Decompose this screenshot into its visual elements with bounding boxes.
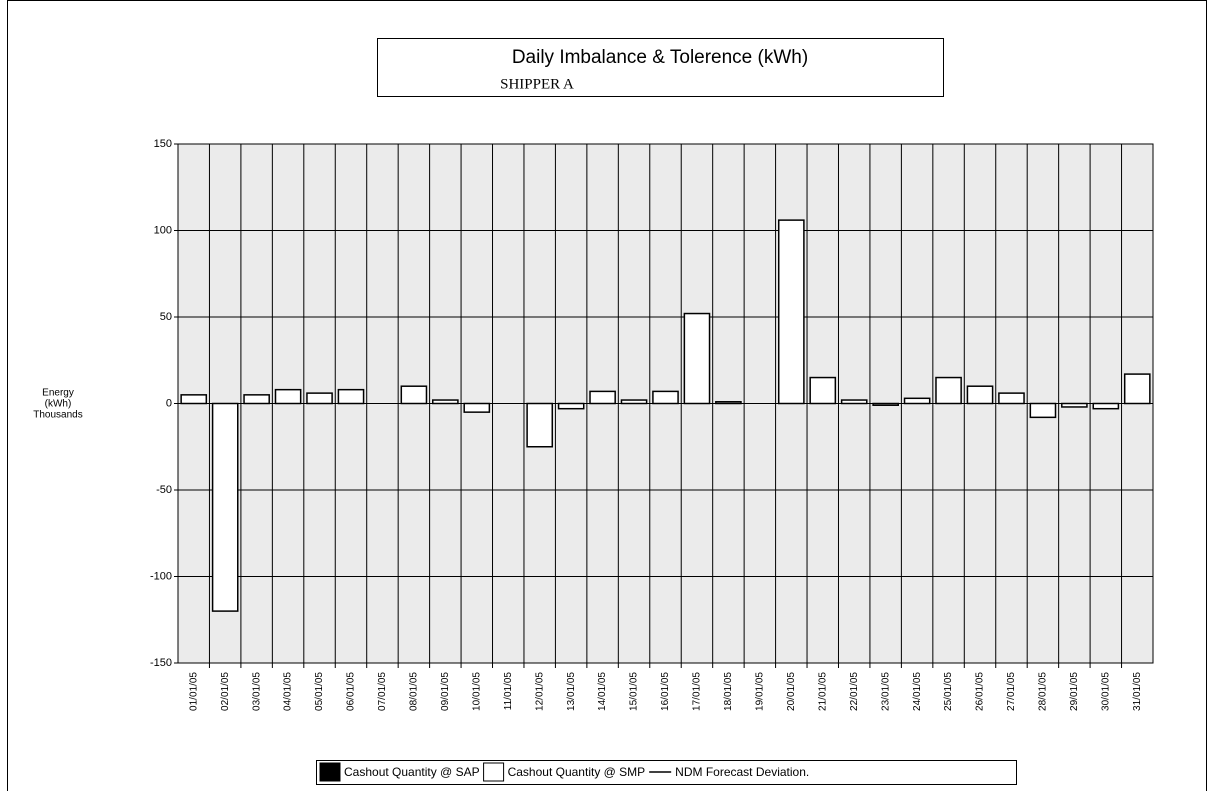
x-tick-label: 29/01/05	[1069, 672, 1080, 711]
x-tick-label: 19/01/05	[754, 672, 765, 711]
bar	[432, 399, 459, 405]
bar	[935, 376, 962, 405]
bar	[1029, 402, 1057, 419]
bar	[620, 399, 648, 405]
y-tick-label: -100	[150, 570, 172, 582]
bar	[872, 402, 899, 406]
x-tick-label: 12/01/05	[534, 672, 545, 711]
bar	[211, 402, 239, 612]
bar	[526, 402, 554, 448]
title-box	[377, 38, 944, 97]
bar	[966, 385, 994, 405]
x-tick-label: 21/01/05	[817, 672, 828, 711]
bar	[243, 394, 270, 405]
x-tick-label: 14/01/05	[597, 672, 608, 711]
x-tick-label: 23/01/05	[880, 672, 891, 711]
x-tick-label: 02/01/05	[220, 672, 231, 711]
bar	[652, 390, 679, 405]
bar	[715, 401, 742, 405]
legend-label: NDM Forecast Deviation.	[675, 765, 809, 779]
x-tick-label: 22/01/05	[849, 672, 860, 711]
y-tick-label: -50	[156, 484, 172, 496]
x-tick-label: 01/01/05	[188, 672, 199, 711]
bar	[463, 402, 491, 413]
x-tick-label: 11/01/05	[503, 672, 514, 711]
x-tick-label: 05/01/05	[314, 672, 325, 711]
bar	[1092, 402, 1120, 410]
legend-swatch	[319, 762, 341, 782]
x-tick-label: 06/01/05	[346, 672, 357, 711]
x-tick-label: 25/01/05	[943, 672, 954, 711]
x-tick-label: 08/01/05	[409, 672, 420, 711]
bar	[400, 385, 428, 405]
bar	[274, 388, 302, 405]
bar	[180, 394, 208, 405]
x-tick-label: 03/01/05	[251, 672, 262, 711]
x-tick-label: 13/01/05	[566, 672, 577, 711]
y-axis-label: Energy	[42, 388, 74, 399]
legend-label: Cashout Quantity @ SMP	[508, 765, 646, 779]
x-tick-label: 17/01/05	[692, 672, 703, 711]
x-tick-label: 24/01/05	[912, 672, 923, 711]
y-axis-label: Thousands	[33, 410, 82, 421]
bar	[809, 376, 837, 405]
bar	[683, 312, 711, 405]
y-tick-label: 0	[166, 397, 172, 409]
y-axis-label: (kWh)	[45, 399, 72, 410]
x-tick-label: 31/01/05	[1132, 672, 1143, 711]
chart-subtitle: SHIPPER A	[500, 76, 574, 92]
x-tick-label: 20/01/05	[786, 672, 797, 711]
y-tick-label: 150	[154, 138, 172, 150]
bar	[777, 219, 805, 405]
bar	[903, 397, 931, 405]
bar	[998, 392, 1025, 405]
bar	[589, 390, 616, 405]
y-tick-label: 50	[160, 311, 172, 323]
x-tick-label: 28/01/05	[1038, 672, 1049, 711]
bar	[557, 402, 585, 410]
x-tick-label: 18/01/05	[723, 672, 734, 711]
x-tick-label: 16/01/05	[660, 672, 671, 711]
bar	[1061, 402, 1088, 408]
bar	[1123, 373, 1151, 405]
x-tick-label: 27/01/05	[1006, 672, 1017, 711]
bar	[840, 399, 868, 405]
bar	[306, 392, 333, 405]
y-tick-label: -150	[150, 657, 172, 669]
chart-title: Daily Imbalance & Tolerence (kWh)	[512, 47, 808, 68]
legend-swatch	[483, 762, 505, 782]
legend-label: Cashout Quantity @ SAP	[344, 765, 480, 779]
x-tick-label: 04/01/05	[283, 672, 294, 711]
bar	[337, 388, 365, 405]
x-tick-label: 30/01/05	[1100, 672, 1111, 711]
x-tick-label: 26/01/05	[975, 672, 986, 711]
y-tick-label: 100	[154, 224, 172, 236]
x-tick-label: 07/01/05	[377, 672, 388, 711]
x-tick-label: 09/01/05	[440, 672, 451, 711]
x-tick-label: 15/01/05	[629, 672, 640, 711]
x-tick-label: 10/01/05	[471, 672, 482, 711]
